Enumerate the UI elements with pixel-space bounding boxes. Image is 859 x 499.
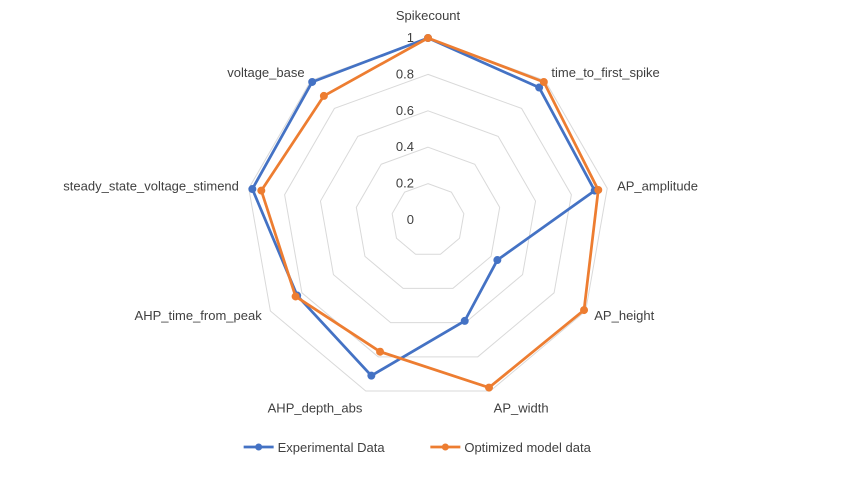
legend-label: Optimized model data	[464, 440, 591, 455]
data-point	[376, 347, 385, 356]
legend-swatch-marker	[441, 443, 449, 451]
radial-tick-label: 0.4	[396, 139, 414, 154]
category-label: AP_width	[494, 400, 549, 415]
radial-tick-label: 0	[407, 212, 414, 227]
data-point	[460, 316, 469, 325]
category-label: time_to_first_spike	[551, 65, 659, 80]
series-line	[250, 36, 597, 378]
category-label: AP_height	[594, 308, 654, 323]
data-point	[535, 83, 544, 92]
data-point	[319, 91, 328, 100]
legend: Experimental Data Optimized model data	[243, 440, 592, 455]
grid-ring	[284, 73, 572, 358]
radial-tick-label: 0.8	[396, 66, 414, 81]
radial-tick-label: 0.6	[396, 103, 414, 118]
category-label: voltage_base	[227, 65, 304, 80]
legend-swatch-marker	[255, 443, 263, 451]
category-label: AHP_depth_abs	[268, 400, 363, 415]
data-point	[248, 185, 257, 194]
data-series	[248, 34, 603, 392]
legend-label: Experimental Data	[278, 440, 386, 455]
data-point	[485, 383, 494, 392]
data-point	[291, 292, 300, 301]
category-label: AHP_time_from_peak	[135, 308, 263, 323]
category-label: Spikecount	[396, 8, 461, 23]
data-point	[424, 34, 432, 42]
grid-ring	[319, 110, 537, 324]
radar-grid	[248, 37, 608, 392]
radial-tick-label: 1	[407, 30, 414, 45]
grid-ring	[355, 146, 501, 289]
grid-ring	[391, 183, 465, 255]
category-label: AP_amplitude	[617, 179, 698, 194]
data-point	[257, 186, 266, 195]
series-line	[259, 36, 600, 389]
data-point	[594, 185, 603, 194]
data-point	[580, 306, 589, 315]
data-point	[493, 256, 502, 265]
legend-item[interactable]: Experimental Data	[243, 440, 386, 455]
legend-item[interactable]: Optimized model data	[430, 440, 592, 455]
data-point	[367, 371, 376, 380]
radial-tick-label: 0.2	[396, 176, 414, 191]
grid-ring	[248, 37, 608, 392]
radial-ticks: 0 0.2 0.4 0.6 0.8 1	[396, 30, 414, 227]
data-point	[539, 77, 548, 86]
data-point	[308, 77, 317, 86]
category-label: steady_state_voltage_stimend	[63, 179, 239, 194]
category-labels: Spikecount time_to_first_spike AP_amplitud…	[63, 8, 698, 415]
series-1	[257, 34, 603, 392]
